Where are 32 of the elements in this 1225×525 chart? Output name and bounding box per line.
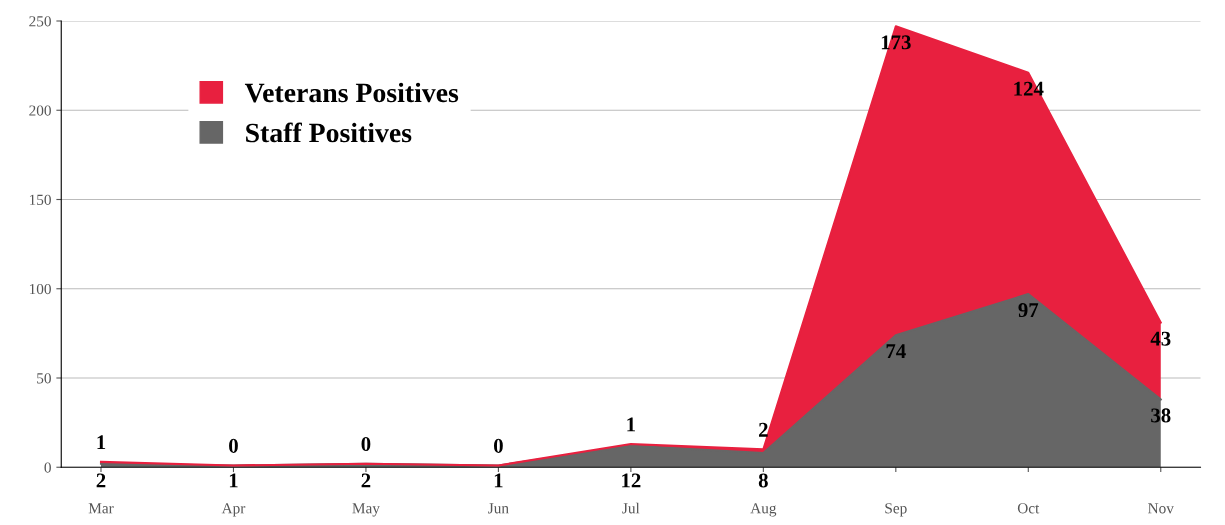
- x-tick-label: Aug: [750, 503, 777, 517]
- data-label: 97: [1018, 303, 1039, 318]
- data-label: 0: [493, 438, 503, 453]
- x-tick-label: Apr: [221, 503, 246, 517]
- y-tick-label: 250: [29, 16, 51, 27]
- data-label: 38: [1151, 408, 1171, 423]
- x-tick-label: Nov: [1148, 503, 1174, 514]
- y-tick-label: 150: [29, 194, 51, 205]
- data-label: 1: [97, 435, 106, 450]
- data-label: 2: [96, 473, 106, 488]
- data-label: 0: [229, 438, 238, 453]
- data-label: 1: [229, 473, 238, 488]
- data-label: 0: [361, 437, 371, 452]
- data-label: 8: [758, 473, 768, 488]
- legend-label: Staff Positives: [246, 122, 412, 143]
- legend-label: Veterans Positives: [244, 82, 459, 103]
- x-tick-label: Oct: [1017, 503, 1040, 514]
- data-label: 2: [759, 422, 768, 437]
- x-tick-label: Sep: [885, 503, 907, 517]
- y-tick-label: 200: [29, 105, 51, 116]
- data-label: 1: [494, 473, 503, 488]
- x-tick-label: Jul: [622, 502, 640, 514]
- data-label: 74: [886, 344, 906, 358]
- y-tick-label: 50: [37, 373, 51, 384]
- y-tick-label: 0: [44, 462, 51, 473]
- data-label: 2: [361, 473, 371, 488]
- x-tick-label: Jun: [488, 503, 509, 514]
- data-label: 12: [622, 473, 641, 488]
- x-tick-label: Mar: [88, 503, 114, 514]
- data-label: 1: [627, 417, 636, 432]
- y-tick-label: 100: [29, 283, 51, 295]
- x-tick-label: May: [352, 503, 380, 517]
